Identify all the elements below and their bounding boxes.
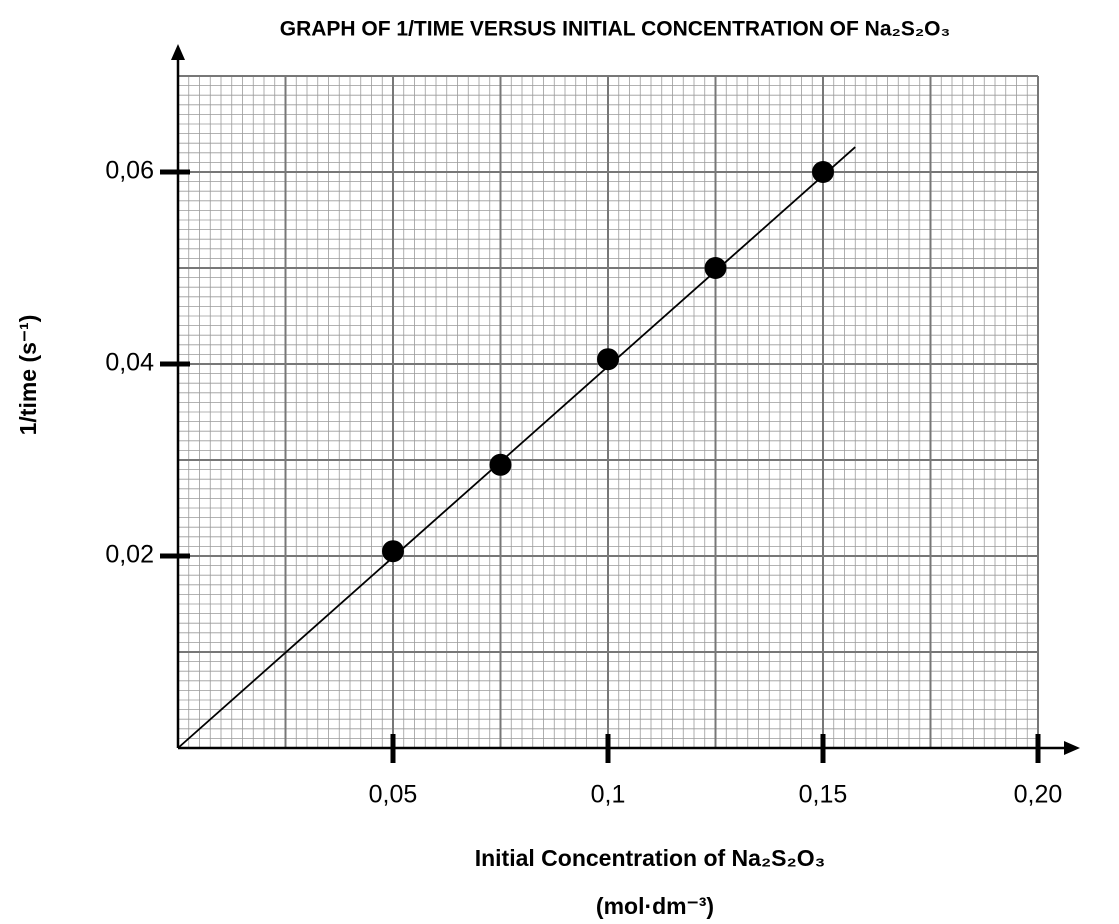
data-point [812, 161, 834, 183]
x-axis-unit: (mol·dm⁻³) [596, 893, 714, 919]
y-axis-label: 1/time (s⁻¹) [15, 315, 41, 436]
x-axis-label: Initial Concentration of Na₂S₂O₃ [475, 845, 826, 871]
chart-title: GRAPH OF 1/TIME VERSUS INITIAL CONCENTRA… [280, 18, 950, 41]
y-axis-arrow [171, 44, 185, 60]
x-tick-label: 0,05 [369, 781, 418, 809]
x-tick-label: 0,15 [799, 781, 848, 809]
fit-line [177, 146, 856, 749]
graph-paper [177, 75, 1039, 749]
y-tick-label: 0,04 [105, 349, 154, 377]
x-tick-label: 0,1 [591, 781, 626, 809]
x-axis-arrow [1064, 741, 1080, 755]
y-tick-label: 0,06 [105, 157, 154, 185]
data-point [382, 540, 404, 563]
data-point [597, 348, 619, 371]
x-tick-label: 0,20 [1014, 781, 1063, 809]
plot: 0,05 0,1 0,15 0,20 0,02 0,04 0,06 [105, 44, 1080, 809]
y-tick-label: 0,02 [105, 541, 154, 569]
data-point [489, 453, 512, 476]
data-point [704, 257, 727, 279]
